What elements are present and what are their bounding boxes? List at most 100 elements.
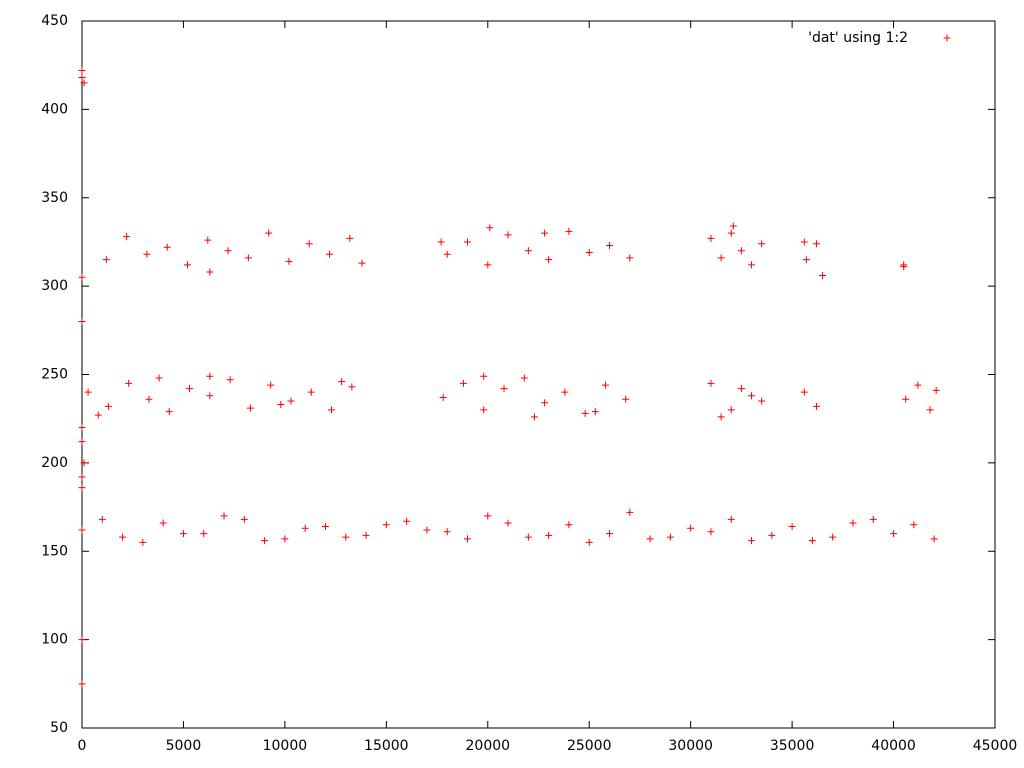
point bbox=[78, 66, 86, 74]
y-tick-label: 200 bbox=[41, 455, 68, 471]
point bbox=[601, 381, 609, 389]
point bbox=[94, 411, 102, 419]
point bbox=[748, 392, 756, 400]
point bbox=[902, 395, 910, 403]
point bbox=[812, 402, 820, 410]
point bbox=[342, 533, 350, 541]
point bbox=[646, 535, 654, 543]
point bbox=[165, 408, 173, 416]
point bbox=[326, 250, 334, 258]
point bbox=[900, 263, 908, 271]
point bbox=[443, 528, 451, 536]
point bbox=[267, 381, 275, 389]
point bbox=[246, 404, 254, 412]
point bbox=[585, 538, 593, 546]
y-tick-label: 400 bbox=[41, 101, 68, 117]
point bbox=[159, 519, 167, 527]
point bbox=[910, 521, 918, 529]
point bbox=[606, 530, 614, 538]
point bbox=[869, 515, 877, 523]
point bbox=[530, 413, 538, 421]
y-tick-label: 300 bbox=[41, 278, 68, 294]
point bbox=[812, 240, 820, 248]
point bbox=[484, 261, 492, 269]
point bbox=[244, 254, 252, 262]
y-tick-label: 450 bbox=[41, 13, 68, 29]
point bbox=[524, 247, 532, 255]
point bbox=[541, 229, 549, 237]
point bbox=[561, 388, 569, 396]
point bbox=[480, 372, 488, 380]
point bbox=[206, 372, 214, 380]
point bbox=[145, 395, 153, 403]
point bbox=[748, 261, 756, 269]
point bbox=[727, 515, 735, 523]
point bbox=[139, 538, 147, 546]
point bbox=[265, 229, 273, 237]
point bbox=[102, 256, 110, 264]
point bbox=[504, 519, 512, 527]
y-tick-label: 150 bbox=[41, 543, 68, 559]
point bbox=[437, 238, 445, 246]
point bbox=[163, 243, 171, 251]
point bbox=[930, 535, 938, 543]
y-tick-label: 250 bbox=[41, 367, 68, 383]
point bbox=[500, 385, 508, 393]
point bbox=[204, 236, 212, 244]
point bbox=[104, 402, 112, 410]
x-tick-label: 5000 bbox=[166, 738, 202, 754]
point bbox=[545, 531, 553, 539]
point bbox=[305, 240, 313, 248]
point bbox=[348, 383, 356, 391]
point bbox=[717, 413, 725, 421]
point bbox=[459, 379, 467, 387]
point bbox=[626, 254, 634, 262]
point bbox=[727, 229, 735, 237]
point bbox=[729, 222, 737, 230]
point bbox=[808, 537, 816, 545]
point bbox=[443, 250, 451, 258]
y-tick-label: 100 bbox=[41, 632, 68, 648]
point bbox=[119, 533, 127, 541]
point bbox=[206, 392, 214, 400]
point bbox=[504, 231, 512, 239]
point bbox=[849, 519, 857, 527]
y-tick-label: 350 bbox=[41, 190, 68, 206]
point bbox=[179, 530, 187, 538]
x-tick-label: 20000 bbox=[466, 738, 511, 754]
point bbox=[143, 250, 151, 258]
point bbox=[224, 247, 232, 255]
point bbox=[890, 530, 898, 538]
point bbox=[78, 484, 86, 492]
point bbox=[78, 74, 86, 82]
point bbox=[301, 524, 309, 532]
point bbox=[261, 537, 269, 545]
point bbox=[184, 261, 192, 269]
legend-label: 'dat' using 1:2 bbox=[808, 30, 908, 46]
point bbox=[338, 378, 346, 386]
point bbox=[666, 533, 674, 541]
point bbox=[123, 233, 131, 241]
point bbox=[362, 531, 370, 539]
point bbox=[307, 388, 315, 396]
point bbox=[287, 397, 295, 405]
point bbox=[758, 397, 766, 405]
point bbox=[545, 256, 553, 264]
point bbox=[80, 79, 88, 87]
legend-symbol bbox=[943, 34, 951, 42]
plot-frame bbox=[81, 20, 996, 729]
point bbox=[707, 379, 715, 387]
point bbox=[358, 259, 366, 267]
x-tick-label: 25000 bbox=[567, 738, 612, 754]
point bbox=[125, 379, 133, 387]
point bbox=[346, 234, 354, 242]
point bbox=[914, 381, 922, 389]
point bbox=[328, 406, 336, 414]
point bbox=[98, 515, 106, 523]
x-tick-label: 35000 bbox=[770, 738, 815, 754]
point bbox=[737, 385, 745, 393]
x-tick-label: 45000 bbox=[973, 738, 1018, 754]
point bbox=[565, 227, 573, 235]
point bbox=[463, 238, 471, 246]
